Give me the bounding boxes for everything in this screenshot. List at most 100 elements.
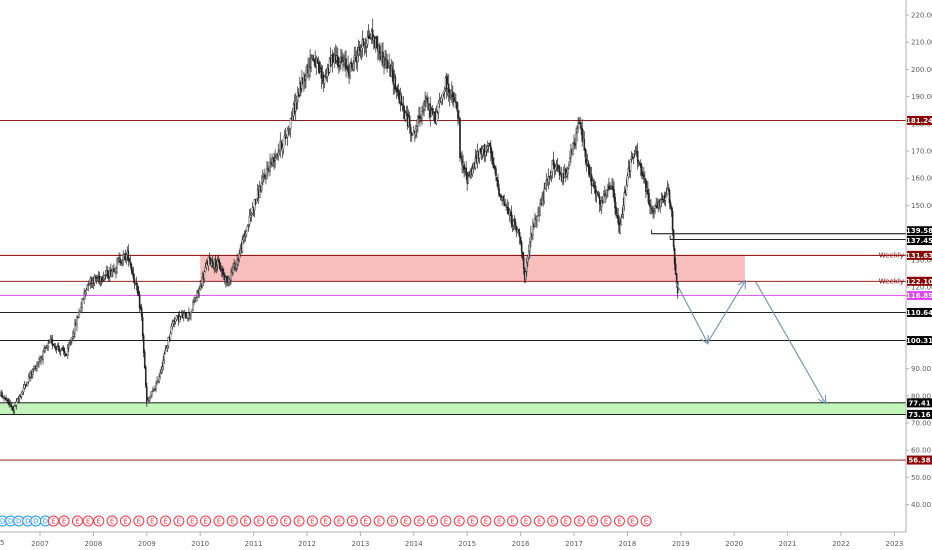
earnings-marker-circle[interactable] <box>453 515 465 527</box>
dividend-marker[interactable]: D <box>13 515 25 527</box>
earnings-marker-circle[interactable] <box>386 515 398 527</box>
earnings-marker[interactable]: E <box>467 515 479 527</box>
earnings-marker-circle[interactable] <box>547 515 559 527</box>
earnings-marker-circle[interactable] <box>627 515 639 527</box>
earnings-marker-circle[interactable] <box>560 515 572 527</box>
earnings-marker-circle[interactable] <box>186 515 198 527</box>
earnings-marker-circle[interactable] <box>253 515 265 527</box>
earnings-marker[interactable]: E <box>560 515 572 527</box>
earnings-marker-circle[interactable] <box>520 515 532 527</box>
earnings-marker-circle[interactable] <box>213 515 225 527</box>
earnings-marker[interactable]: E <box>200 515 212 527</box>
earnings-marker[interactable]: E <box>533 515 545 527</box>
earnings-marker[interactable]: E <box>440 515 452 527</box>
earnings-marker-circle[interactable] <box>373 515 385 527</box>
earnings-marker[interactable]: E <box>613 515 625 527</box>
earnings-marker-circle[interactable] <box>493 515 505 527</box>
earnings-marker[interactable]: E <box>386 515 398 527</box>
earnings-marker-circle[interactable] <box>58 515 70 527</box>
earnings-marker-circle[interactable] <box>71 515 83 527</box>
earnings-marker-circle[interactable] <box>600 515 612 527</box>
earnings-marker-circle[interactable] <box>360 515 372 527</box>
earnings-marker-circle[interactable] <box>533 515 545 527</box>
earnings-marker[interactable]: E <box>427 515 439 527</box>
earnings-marker-circle[interactable] <box>173 515 185 527</box>
earnings-marker[interactable]: E <box>266 515 278 527</box>
earnings-marker[interactable]: E <box>82 515 94 527</box>
earnings-marker-circle[interactable] <box>507 515 519 527</box>
earnings-marker[interactable]: E <box>119 515 131 527</box>
earnings-marker-circle[interactable] <box>346 515 358 527</box>
earnings-marker[interactable]: E <box>293 515 305 527</box>
earnings-marker[interactable]: E <box>226 515 238 527</box>
earnings-marker-circle[interactable] <box>293 515 305 527</box>
candle-body <box>171 322 174 328</box>
earnings-marker[interactable]: E <box>600 515 612 527</box>
earnings-marker[interactable]: E <box>400 515 412 527</box>
earnings-marker[interactable]: E <box>240 515 252 527</box>
earnings-marker[interactable]: E <box>573 515 585 527</box>
earnings-marker-circle[interactable] <box>47 515 59 527</box>
earnings-marker[interactable]: E <box>627 515 639 527</box>
earnings-marker-circle[interactable] <box>119 515 131 527</box>
candle-body <box>411 134 414 136</box>
earnings-marker[interactable]: E <box>213 515 225 527</box>
earnings-marker-circle[interactable] <box>82 515 94 527</box>
dividend-marker[interactable]: D <box>22 515 34 527</box>
earnings-marker-circle[interactable] <box>226 515 238 527</box>
earnings-marker[interactable]: E <box>640 515 652 527</box>
earnings-marker-circle[interactable] <box>480 515 492 527</box>
earnings-marker[interactable]: E <box>280 515 292 527</box>
earnings-marker-circle[interactable] <box>640 515 652 527</box>
earnings-marker[interactable]: E <box>47 515 59 527</box>
earnings-marker[interactable]: E <box>146 515 158 527</box>
earnings-marker-circle[interactable] <box>400 515 412 527</box>
earnings-marker[interactable]: E <box>547 515 559 527</box>
earnings-marker[interactable]: E <box>346 515 358 527</box>
event-markers[interactable]: DDDDDDDDDEEEEEEEEEEEEEEEEEEEEEEEEEEEEEEE… <box>0 515 652 527</box>
earnings-marker-circle[interactable] <box>106 515 118 527</box>
earnings-marker[interactable]: E <box>453 515 465 527</box>
earnings-marker[interactable]: E <box>360 515 372 527</box>
earnings-marker[interactable]: E <box>520 515 532 527</box>
earnings-marker[interactable]: E <box>413 515 425 527</box>
earnings-marker[interactable]: E <box>333 515 345 527</box>
earnings-marker-circle[interactable] <box>266 515 278 527</box>
earnings-marker[interactable]: E <box>253 515 265 527</box>
earnings-marker[interactable]: E <box>58 515 70 527</box>
earnings-marker[interactable]: E <box>173 515 185 527</box>
earnings-marker[interactable]: E <box>133 515 145 527</box>
earnings-marker[interactable]: E <box>93 515 105 527</box>
earnings-marker[interactable]: E <box>587 515 599 527</box>
earnings-marker-circle[interactable] <box>306 515 318 527</box>
earnings-marker[interactable]: E <box>186 515 198 527</box>
earnings-marker-circle[interactable] <box>333 515 345 527</box>
earnings-marker-circle[interactable] <box>133 515 145 527</box>
earnings-marker-circle[interactable] <box>240 515 252 527</box>
earnings-marker[interactable]: E <box>320 515 332 527</box>
earnings-marker[interactable]: E <box>71 515 83 527</box>
earnings-marker-circle[interactable] <box>280 515 292 527</box>
earnings-marker[interactable]: E <box>373 515 385 527</box>
earnings-marker-circle[interactable] <box>467 515 479 527</box>
dividend-marker[interactable]: D <box>30 515 42 527</box>
earnings-marker[interactable]: E <box>507 515 519 527</box>
x-axis[interactable]: 5 2007 2008 2009 2010 2011 2012 2013 2014 2015 201… <box>0 531 906 548</box>
earnings-marker-circle[interactable] <box>427 515 439 527</box>
earnings-marker-circle[interactable] <box>587 515 599 527</box>
earnings-marker-circle[interactable] <box>573 515 585 527</box>
earnings-marker[interactable]: E <box>306 515 318 527</box>
earnings-marker[interactable]: E <box>493 515 505 527</box>
earnings-marker[interactable]: E <box>160 515 172 527</box>
earnings-marker-circle[interactable] <box>320 515 332 527</box>
earnings-marker-circle[interactable] <box>440 515 452 527</box>
earnings-marker-circle[interactable] <box>160 515 172 527</box>
earnings-marker[interactable]: E <box>480 515 492 527</box>
earnings-marker-circle[interactable] <box>200 515 212 527</box>
earnings-marker-circle[interactable] <box>146 515 158 527</box>
earnings-marker-circle[interactable] <box>613 515 625 527</box>
earnings-marker[interactable]: E <box>106 515 118 527</box>
earnings-marker-circle[interactable] <box>93 515 105 527</box>
earnings-marker-circle[interactable] <box>413 515 425 527</box>
